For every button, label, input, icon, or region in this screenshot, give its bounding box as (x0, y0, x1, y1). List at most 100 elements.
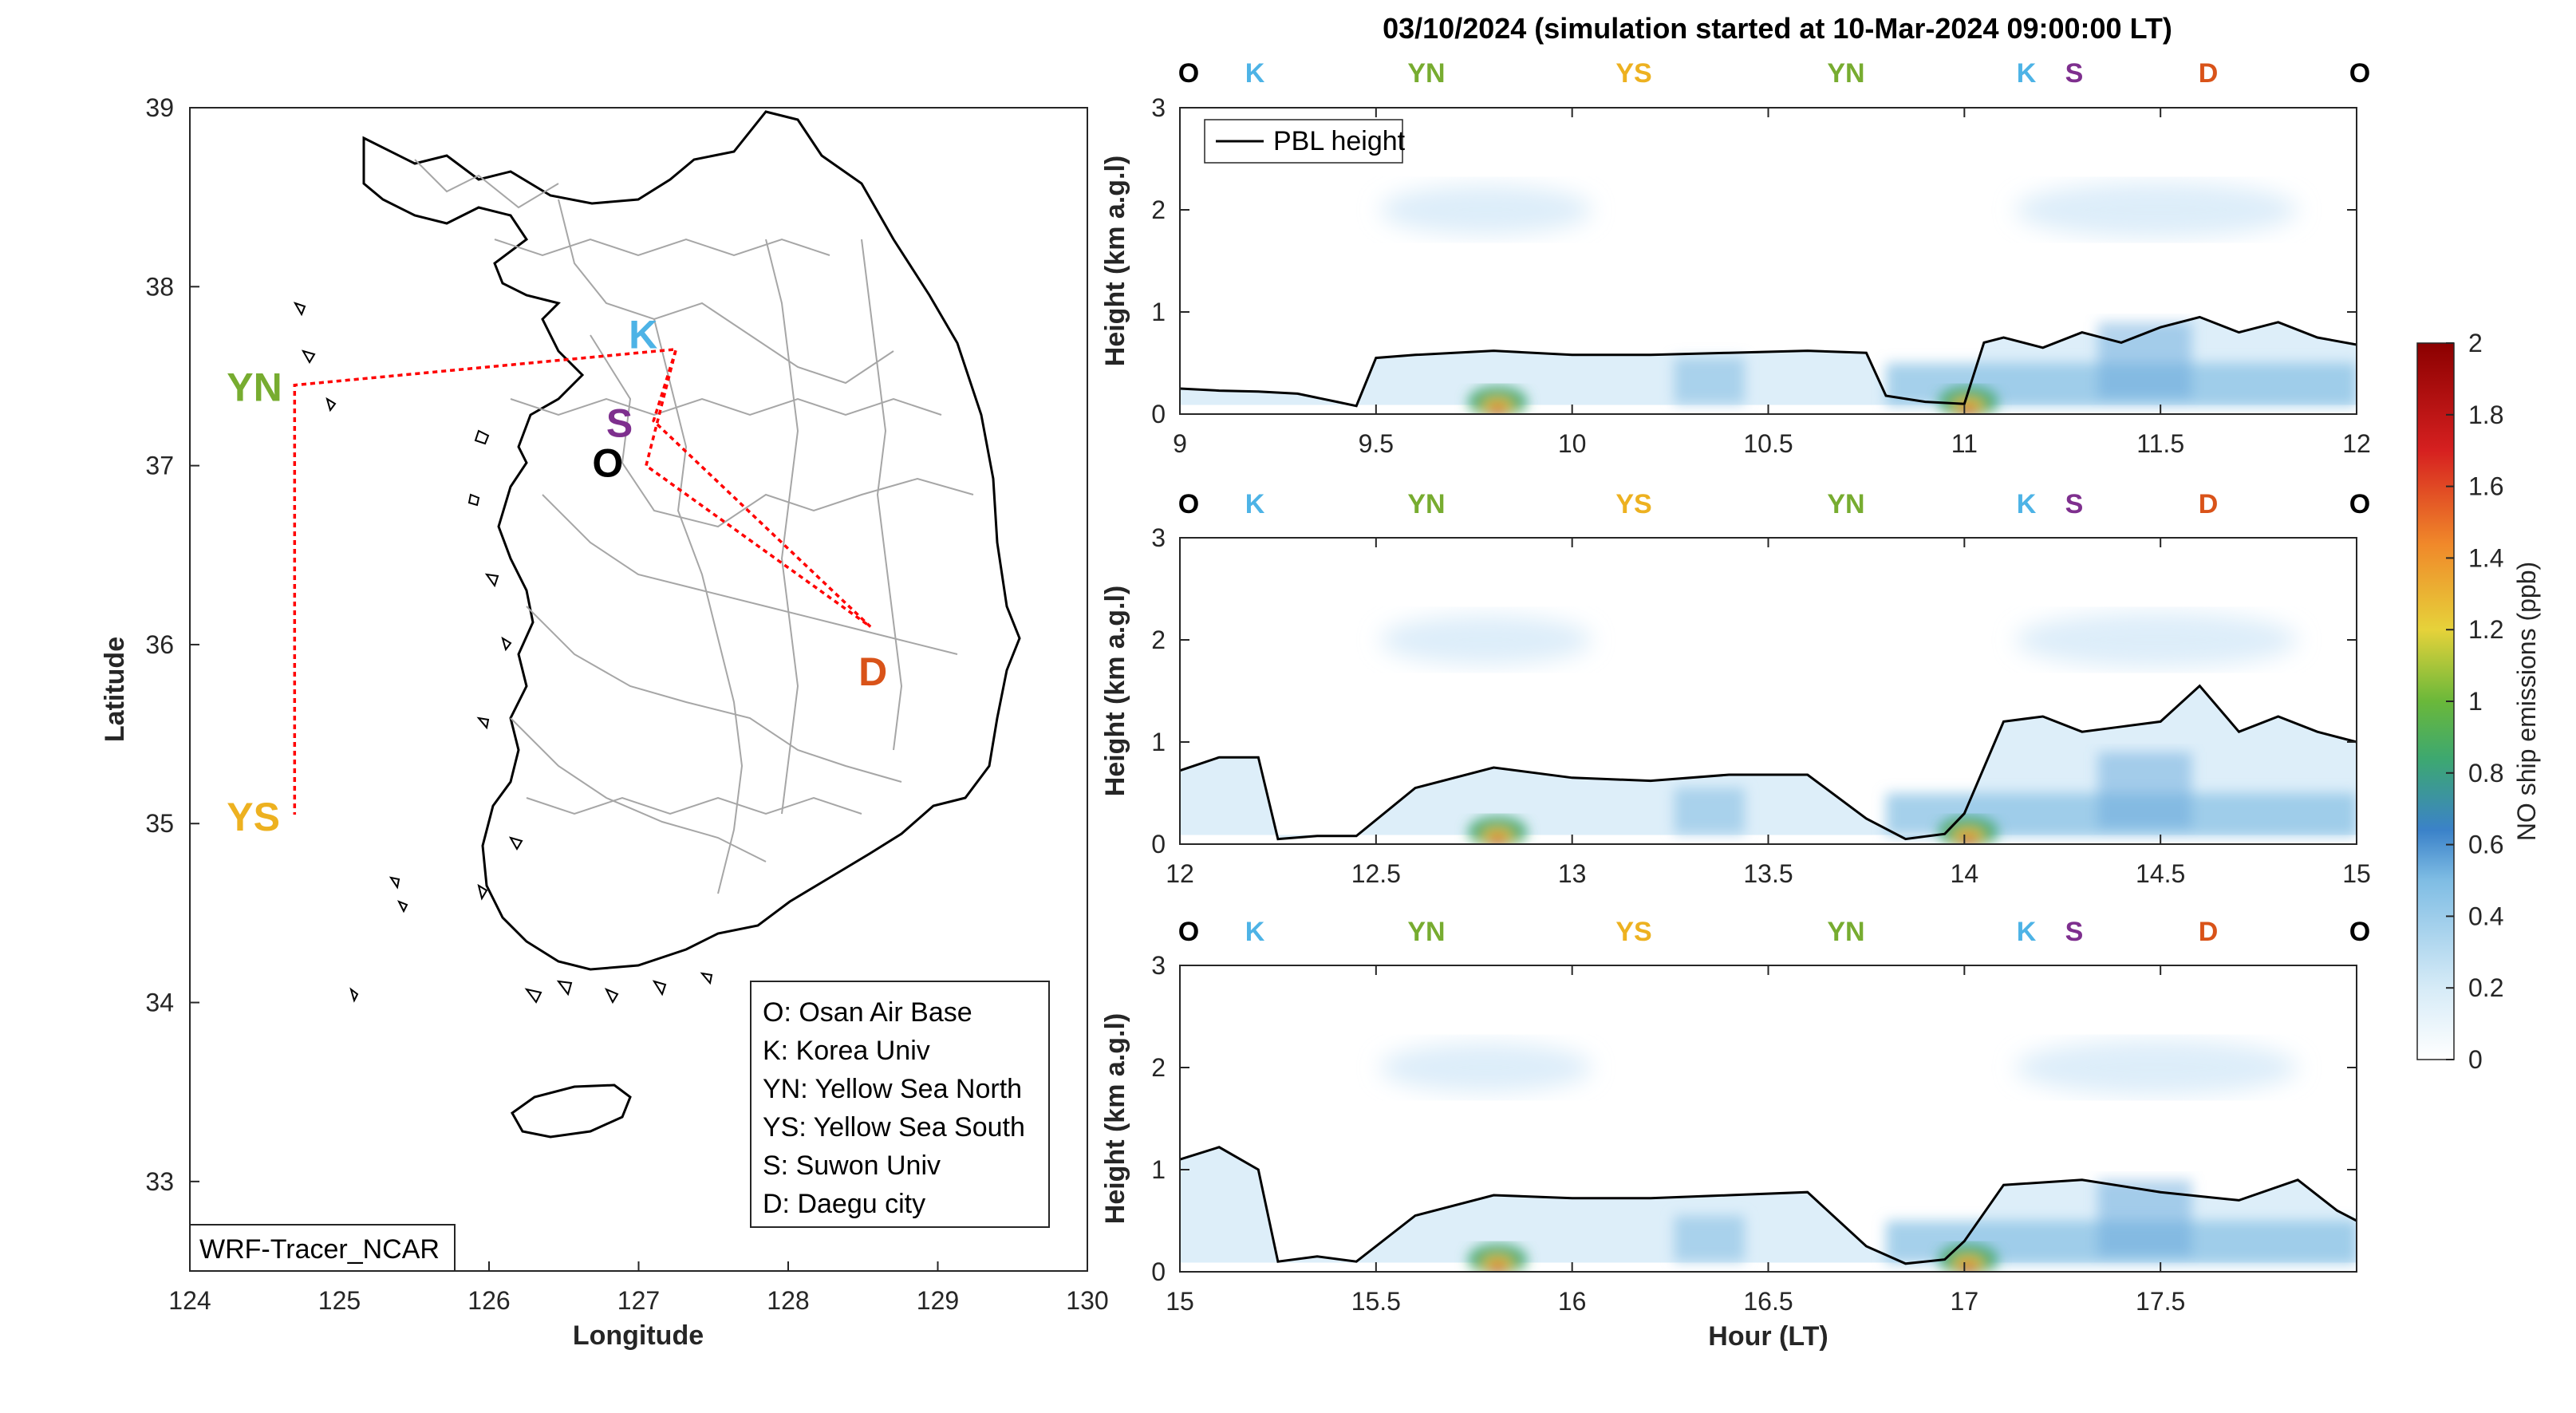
colorbar-tick-label: 2 (2468, 329, 2483, 357)
panel-ylabel: Height (km a.g.l) (1100, 1013, 1130, 1224)
colorbar-tick-label: 1.4 (2468, 543, 2503, 572)
panel-location-marker-k: K (1245, 917, 1265, 947)
panel-ylabel: Height (km a.g.l) (1100, 156, 1130, 366)
map-ytick-label: 36 (145, 630, 174, 659)
map-legend-entry: YN: Yellow Sea North (763, 1074, 1022, 1104)
panel-xtick-label: 12.5 (1351, 859, 1401, 888)
panel-xtick-label: 10.5 (1743, 429, 1793, 458)
time-height-panel-3: 15 15.5 16 16.5 17 17.5 0 1 2 3 Height (km a.g.l) O… (1100, 917, 2370, 1352)
map-xlabel: Longitude (573, 1320, 704, 1351)
panel-ytick-label: 0 (1151, 400, 1166, 428)
panel-ytick-label: 0 (1151, 830, 1166, 858)
province-boundaries (414, 159, 974, 894)
colorbar: 0 0.2 0.4 0.6 0.8 1 1.2 1.4 1.6 1.8 2 NO ship emis… (2416, 329, 2541, 1074)
panel-location-marker-o: O (2349, 489, 2370, 519)
panel-ylabel: Height (km a.g.l) (1100, 586, 1130, 796)
panel-xtick-label: 9.5 (1359, 429, 1394, 458)
panel-location-marker-d: D (2199, 917, 2219, 947)
map-legend-entry: O: Osan Air Base (763, 997, 972, 1028)
map-legend-entry: YS: Yellow Sea South (763, 1112, 1025, 1143)
colorbar-label: NO ship emissions (ppb) (2512, 562, 2541, 841)
panel-location-marker-s: S (2065, 489, 2084, 519)
concentration-field (1180, 612, 2357, 844)
panel-location-marker-d: D (2199, 489, 2219, 519)
panel-location-marker-s: S (2065, 58, 2084, 89)
panel-location-marker-k: K (2017, 489, 2037, 519)
colorbar-tick-label: 0.6 (2468, 831, 2503, 859)
map-point-label-ys: YS (227, 795, 280, 839)
panel-xtick-label: 13 (1558, 859, 1587, 888)
map-legend-entry: D: Daegu city (763, 1189, 925, 1219)
colorbar-tick-label: 1.6 (2468, 472, 2503, 501)
panel-location-marker-o: O (1178, 489, 1199, 519)
pbl-legend-label: PBL height (1273, 126, 1406, 156)
panel-location-marker-ys: YS (1615, 489, 1651, 519)
map-xtick-label: 125 (318, 1286, 361, 1315)
panel-xtick-label: 15 (2342, 859, 2371, 888)
map-legend: O: Osan Air Base K: Korea Univ YN: Yellow … (750, 981, 1050, 1228)
panel-location-marker-s: S (2065, 917, 2084, 947)
map-point-label-o: O (592, 440, 623, 485)
concentration-field (1180, 1040, 2357, 1272)
map-ytick-label: 37 (145, 452, 174, 480)
map-xtick-label: 126 (467, 1286, 510, 1315)
panel-ytick-label: 2 (1151, 195, 1166, 224)
map-point-label-s: S (606, 401, 633, 446)
panel-xtick-label: 16.5 (1743, 1287, 1793, 1316)
panel-xtick-label: 15 (1166, 1287, 1194, 1316)
figure-title: 03/10/2024 (simulation started at 10-Mar… (1383, 12, 2172, 45)
panel-ytick-label: 2 (1151, 1053, 1166, 1082)
map-xtick-label: 124 (168, 1286, 211, 1315)
map-xtick-label: 127 (617, 1286, 660, 1315)
colorbar-tick-label: 0.8 (2468, 759, 2503, 787)
panel-xtick-label: 12 (2342, 429, 2371, 458)
panel-xtick-label: 10 (1558, 429, 1587, 458)
map-ytick-label: 39 (145, 93, 174, 122)
panel-location-marker-o: O (2349, 58, 2370, 89)
pbl-height-line (1179, 1146, 2357, 1265)
colorbar-tick-label: 1 (2468, 687, 2483, 716)
pbl-height-line (1179, 684, 2357, 841)
panel-location-marker-yn: YN (1827, 58, 1864, 89)
map-legend-entry: K: Korea Univ (763, 1036, 930, 1066)
panel-xtick-label: 12 (1166, 859, 1194, 888)
colorbar-tick-label: 0.2 (2468, 973, 2503, 1002)
panel-location-marker-yn: YN (1827, 489, 1864, 519)
map-ytick-label: 33 (145, 1167, 174, 1196)
panel-location-marker-o: O (1178, 58, 1199, 89)
coastal-islands (293, 302, 713, 1004)
panel-xtick-label: 11.5 (2136, 429, 2184, 458)
panel-location-marker-yn: YN (1407, 489, 1445, 519)
concentration-field (1180, 182, 2357, 414)
ship-track-line (293, 347, 872, 815)
map-ytick-label: 35 (145, 809, 174, 838)
panel-location-marker-ys: YS (1615, 917, 1651, 947)
panel-location-marker-ys: YS (1615, 58, 1651, 89)
pbl-legend: PBL height (1204, 119, 1406, 164)
panel-ytick-label: 3 (1151, 951, 1166, 980)
panel-xtick-label: 11 (1951, 429, 1978, 458)
panel-ytick-label: 3 (1151, 523, 1166, 552)
map-point-label-d: D (858, 649, 887, 694)
map-xtick-label: 130 (1066, 1286, 1108, 1315)
panel-xtick-label: 9 (1173, 429, 1187, 458)
pbl-height-line (1179, 315, 2357, 408)
panel-ytick-label: 1 (1151, 728, 1166, 756)
map-ytick-label: 38 (145, 272, 174, 301)
panel-ytick-label: 1 (1151, 1155, 1166, 1184)
panel-location-marker-k: K (1245, 489, 1265, 519)
map-xtick-label: 129 (917, 1286, 959, 1315)
map-point-label-k: K (629, 312, 657, 357)
watermark-box: WRF-Tracer_NCAR (189, 1224, 456, 1272)
panel-xtick-label: 16 (1558, 1287, 1587, 1316)
panel-location-marker-k: K (2017, 58, 2037, 89)
panel-xtick-label: 17.5 (2136, 1287, 2185, 1316)
panel-location-marker-yn: YN (1407, 917, 1445, 947)
panel-xtick-label: 14 (1951, 859, 1979, 888)
panel-location-marker-d: D (2199, 58, 2219, 89)
panel-ytick-label: 3 (1151, 93, 1166, 122)
colorbar-tick-label: 1.2 (2468, 615, 2503, 644)
